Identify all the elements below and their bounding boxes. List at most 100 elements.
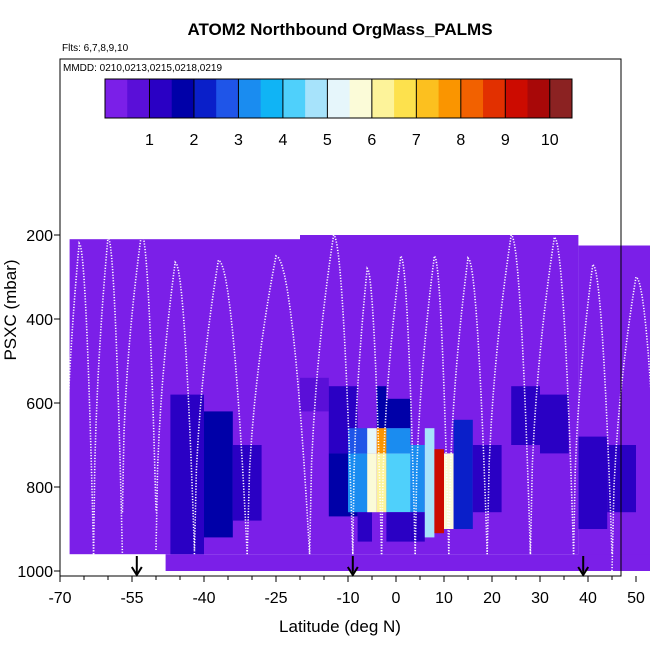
heatmap-cell	[367, 453, 377, 513]
flight-profile-line	[448, 256, 488, 555]
heatmap-cell	[204, 411, 233, 538]
x-tick-label: 10	[435, 590, 453, 607]
heatmap-cell	[434, 449, 444, 534]
colorbar-frame	[104, 78, 573, 119]
colorbar-segment	[438, 79, 462, 118]
colorbar-tick-label: 4	[278, 132, 287, 149]
colorbar-segment	[305, 79, 328, 118]
y-tick-label: 600	[26, 396, 53, 413]
flight-profile-line	[308, 232, 354, 555]
flight-profile-line	[92, 234, 124, 555]
heatmap-cell	[386, 428, 411, 454]
x-axis-title: Latitude (deg N)	[279, 617, 401, 636]
heatmap-cell	[410, 445, 425, 513]
flights-note: Flts: 6,7,8,9,10	[62, 43, 129, 54]
colorbar-tick-label: 10	[541, 132, 559, 149]
colorbar-tick-label: 5	[323, 132, 332, 149]
colorbar-tick-label: 2	[189, 132, 198, 149]
colorbar-segment	[327, 79, 351, 118]
x-tick-label: -10	[336, 590, 359, 607]
colorbar-segment	[349, 79, 373, 118]
heatmap-cell	[386, 453, 411, 513]
heatmap-cell	[386, 512, 411, 542]
y-axis-title: PSXC (mbar)	[1, 259, 20, 360]
heatmap-cell	[578, 436, 608, 529]
arrow-marker-head	[130, 566, 143, 577]
colorbar-segment	[260, 79, 284, 118]
chart-title: ATOM2 Northbound OrgMass_PALMS	[187, 20, 492, 39]
heatmap-cell	[540, 394, 569, 454]
heatmap-cell	[424, 428, 435, 538]
heatmap-cell	[300, 377, 329, 412]
x-tick-label: 0	[392, 590, 401, 607]
colorbar-tick-label: 9	[501, 132, 510, 149]
colorbar-segment	[394, 79, 417, 118]
x-tick-label: -25	[264, 590, 287, 607]
arrow-marker-head	[577, 566, 590, 577]
colorbar-segment	[505, 79, 529, 118]
y-tick-label: 200	[26, 228, 53, 245]
colorbar-tick-label: 1	[145, 132, 154, 149]
heatmap-cell	[410, 512, 425, 542]
flight-profile-line	[380, 253, 416, 555]
x-tick-label: -40	[192, 590, 215, 607]
colorbar-segment	[171, 79, 195, 118]
x-tick-label: -70	[48, 590, 71, 607]
colorbar-segment	[149, 79, 173, 118]
heatmap-cell	[232, 445, 262, 521]
colorbar-segment	[105, 79, 128, 118]
y-tick-label: 400	[26, 312, 53, 329]
heatmap-cell	[367, 428, 377, 454]
colorbar-tick-label: 8	[456, 132, 465, 149]
flight-profile-line	[529, 235, 575, 555]
heatmap-cell	[453, 419, 473, 529]
colorbar: 1 2 3 4 5 6 7 8 9 10	[104, 78, 573, 149]
y-tick-label: 800	[26, 480, 53, 497]
heatmap-cell	[376, 386, 387, 429]
flight-profile-line	[572, 262, 613, 555]
colorbar-tick-label: 6	[367, 132, 376, 149]
flight-profile-line	[246, 254, 311, 555]
heatmap-cell	[376, 453, 387, 513]
colorbar-segment	[483, 79, 506, 118]
dates-note: MMDD: 0210,0213,0215,0218,0219	[63, 63, 222, 74]
heatmap-cell	[376, 428, 387, 454]
colorbar-segment	[216, 79, 239, 118]
flight-profile-line	[352, 266, 383, 555]
x-tick-label: 30	[531, 590, 549, 607]
x-tick-label: 50	[627, 590, 645, 607]
colorbar-segment	[371, 79, 395, 118]
heatmap-cell	[607, 445, 636, 513]
background-region	[165, 554, 650, 571]
y-tick-label: 1000	[17, 564, 53, 581]
heatmap-cell	[170, 394, 204, 555]
colorbar-segment	[416, 79, 440, 118]
heatmap-cell	[444, 453, 454, 529]
arrow-marker-head	[346, 566, 359, 577]
x-tick-label: 40	[579, 590, 597, 607]
plot-area	[64, 230, 650, 577]
colorbar-segment	[127, 79, 150, 118]
heatmap-cell	[357, 512, 372, 542]
flight-profile-line	[64, 240, 95, 555]
colorbar-segment	[193, 79, 217, 118]
flight-profile-line	[414, 253, 450, 555]
x-tick-label: -55	[120, 590, 143, 607]
colorbar-segment	[282, 79, 306, 118]
heatmap-cell	[472, 445, 502, 513]
colorbar-tick-label: 3	[234, 132, 243, 149]
flight-profile-line	[193, 258, 248, 555]
colorbar-tick-label: 7	[412, 132, 421, 149]
axes: -70-55-40-25-100102030405060708020040060…	[17, 228, 645, 607]
plot-frame	[59, 58, 622, 577]
heatmap-cell	[386, 398, 411, 429]
x-tick-label: 20	[483, 590, 501, 607]
flight-profile-line	[121, 230, 157, 513]
colorbar-segment	[527, 79, 551, 118]
colorbar-segment	[549, 79, 573, 118]
flight-profile-line	[486, 232, 532, 555]
colorbar-segment	[238, 79, 262, 118]
colorbar-segment	[460, 79, 484, 118]
flight-profile-line	[155, 260, 196, 551]
